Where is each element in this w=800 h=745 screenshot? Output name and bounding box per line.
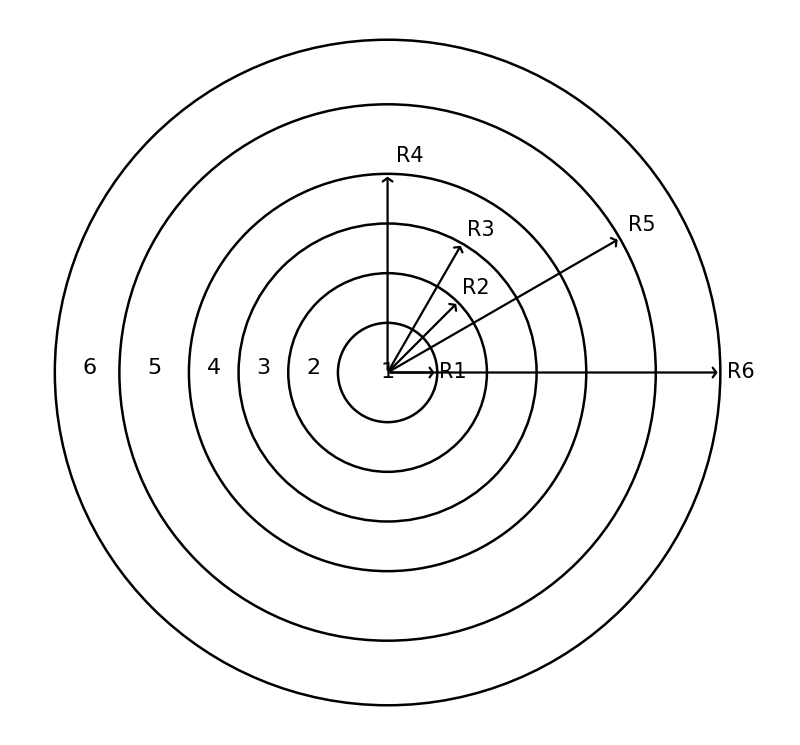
Text: 1: 1 bbox=[381, 363, 394, 382]
Text: R1: R1 bbox=[439, 363, 467, 382]
Text: 4: 4 bbox=[206, 358, 221, 378]
Text: 6: 6 bbox=[82, 358, 97, 378]
Text: R3: R3 bbox=[467, 221, 494, 241]
Text: R5: R5 bbox=[628, 215, 655, 235]
Text: R4: R4 bbox=[395, 146, 423, 166]
Text: 3: 3 bbox=[256, 358, 270, 378]
Text: 5: 5 bbox=[147, 358, 162, 378]
Text: 2: 2 bbox=[306, 358, 320, 378]
Text: R2: R2 bbox=[462, 278, 490, 298]
Text: R6: R6 bbox=[727, 363, 755, 382]
